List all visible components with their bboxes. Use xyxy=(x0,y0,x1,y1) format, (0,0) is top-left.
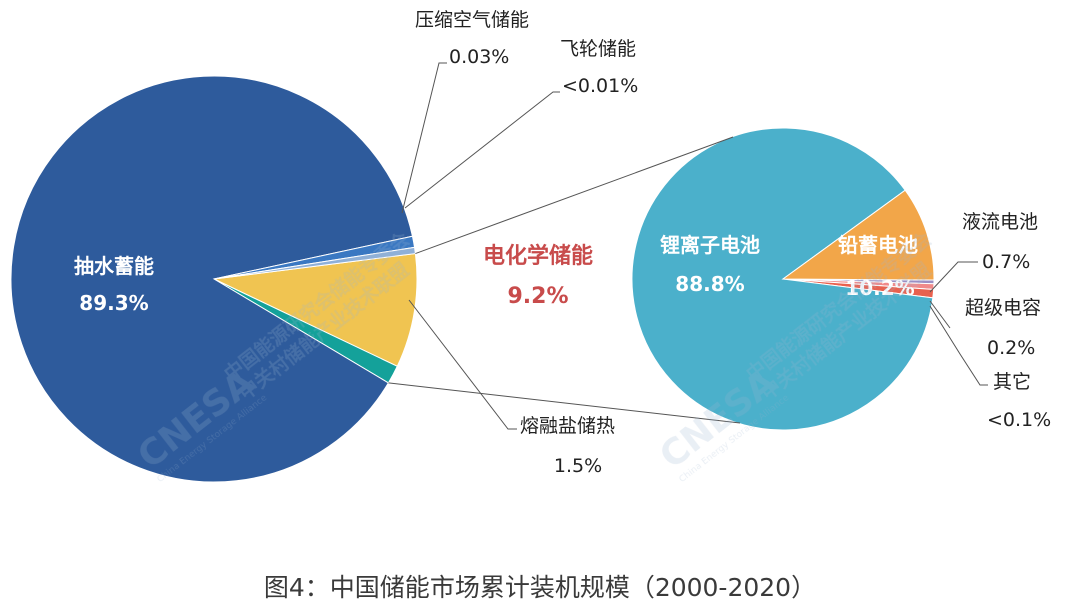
connector-bottom xyxy=(388,382,741,424)
pie-slice-pumped-hydro xyxy=(10,75,414,483)
label-electrochemical-value: 9.2% xyxy=(507,284,568,309)
label-lead-acid-name: 铅蓄电池 xyxy=(838,233,918,257)
leader-flow-battery xyxy=(929,261,978,293)
connector-top xyxy=(415,136,734,255)
label-compressed-air-name: 压缩空气储能 xyxy=(415,9,529,31)
connector-lines xyxy=(388,62,988,430)
label-other-name: 其它 xyxy=(993,371,1031,393)
label-other-value: <0.1% xyxy=(987,409,1051,431)
label-lithium-ion-name: 锂离子电池 xyxy=(660,233,760,257)
label-pumped-hydro-name: 抽水蓄能 xyxy=(74,254,154,278)
sub-pie xyxy=(631,127,935,431)
label-molten-salt-name: 熔融盐储热 xyxy=(520,415,615,437)
label-compressed-air-value: 0.03% xyxy=(449,46,509,68)
label-flow-battery-value: 0.7% xyxy=(982,251,1030,273)
label-pumped-hydro-value: 89.3% xyxy=(79,291,148,315)
label-lithium-ion-value: 88.8% xyxy=(675,272,744,296)
leader-compressed-air xyxy=(401,62,447,214)
figure-caption: 图4：中国储能市场累计装机规模（2000-2020） xyxy=(263,573,817,602)
main-pie xyxy=(10,75,418,483)
label-electrochemical-name: 电化学储能 xyxy=(483,243,593,269)
leader-molten-salt xyxy=(408,299,517,430)
label-molten-salt-value: 1.5% xyxy=(554,455,602,477)
label-flywheel-value: <0.01% xyxy=(562,75,638,97)
label-supercapacitor-value: 0.2% xyxy=(987,337,1035,359)
pie-slice-lead-acid xyxy=(781,189,935,281)
pie-slice-electrochemical xyxy=(212,253,418,367)
label-lead-acid-value: 10.2% xyxy=(845,276,914,300)
labels: 抽水蓄能 89.3% 电化学储能 9.2% 压缩空气储能 0.03% 飞轮储能 <0.01% 熔… xyxy=(74,9,1051,477)
label-flow-battery-name: 液流电池 xyxy=(962,211,1038,233)
leader-other xyxy=(929,305,988,386)
label-flywheel-name: 飞轮储能 xyxy=(560,38,636,60)
leader-flywheel xyxy=(404,91,560,209)
leader-supercapacitor xyxy=(929,300,951,329)
label-supercapacitor-name: 超级电容 xyxy=(965,297,1041,319)
